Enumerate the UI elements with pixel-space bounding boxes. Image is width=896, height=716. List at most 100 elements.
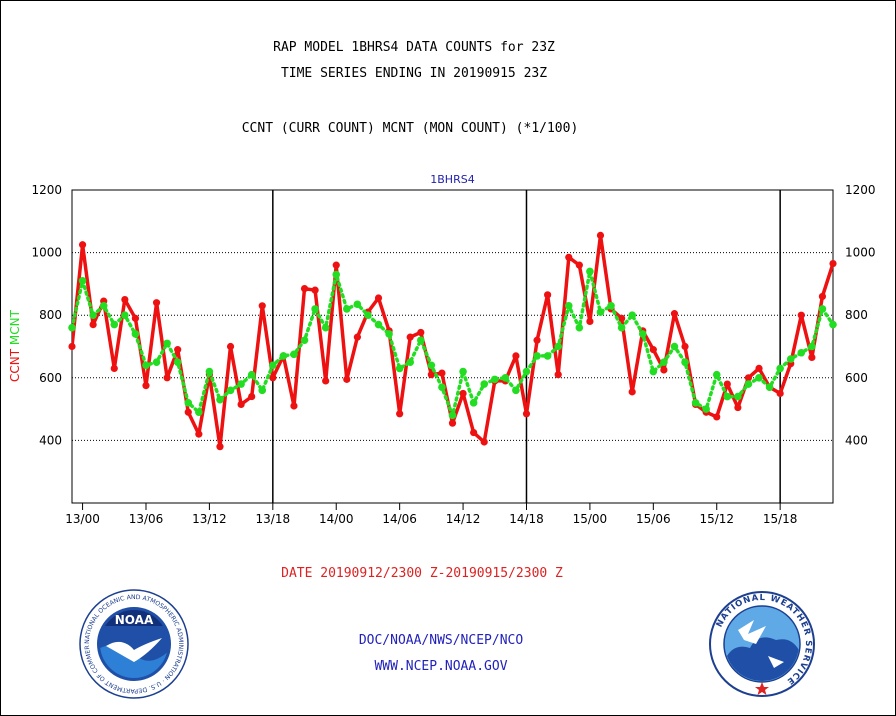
- data-point-mcnt: [480, 380, 489, 388]
- data-point-ccnt: [332, 261, 340, 269]
- data-point-ccnt: [628, 388, 636, 396]
- data-point-ccnt: [734, 403, 742, 412]
- data-point-mcnt: [406, 358, 415, 366]
- data-point-ccnt: [586, 317, 594, 326]
- data-point-ccnt: [237, 400, 245, 409]
- nws-logo: NATIONAL WEATHER SERVICE: [709, 591, 815, 697]
- data-point-mcnt: [554, 342, 562, 351]
- x-tick-label: 14/12: [446, 512, 481, 526]
- data-point-mcnt: [607, 302, 615, 310]
- y-tick-label-left: 400: [39, 433, 62, 447]
- data-point-mcnt: [195, 408, 203, 417]
- data-point-mcnt: [808, 342, 816, 351]
- x-tick-label: 14/06: [382, 512, 417, 526]
- x-tick-label: 13/06: [129, 512, 164, 526]
- data-point-ccnt: [512, 352, 520, 360]
- y-tick-label-left: 600: [39, 371, 62, 385]
- data-point-ccnt: [776, 389, 784, 398]
- data-point-mcnt: [649, 367, 658, 376]
- data-point-ccnt: [163, 374, 171, 382]
- data-point-mcnt: [258, 386, 267, 395]
- data-point-ccnt: [248, 392, 256, 401]
- data-point-ccnt: [744, 374, 753, 382]
- org-link[interactable]: DOC/NOAA/NWS/NCEP/NCO: [358, 633, 524, 648]
- data-point-mcnt: [300, 336, 309, 345]
- data-point-ccnt: [195, 430, 203, 438]
- data-point-mcnt: [522, 367, 531, 376]
- x-tick-label: 15/12: [699, 512, 734, 526]
- data-point-mcnt: [99, 302, 108, 310]
- data-point-ccnt: [554, 371, 562, 379]
- data-point-ccnt: [417, 328, 425, 337]
- data-point-ccnt: [470, 428, 478, 437]
- x-tick-label: 13/12: [192, 512, 227, 526]
- data-point-ccnt: [596, 231, 605, 239]
- data-point-ccnt: [681, 342, 689, 351]
- data-point-ccnt: [311, 286, 319, 294]
- data-point-ccnt: [670, 310, 679, 318]
- y-tick-label-right: 600: [845, 371, 868, 385]
- y-tick-label-right: 400: [845, 433, 868, 447]
- data-point-ccnt: [660, 366, 668, 374]
- data-point-ccnt: [142, 382, 150, 390]
- data-point-mcnt: [216, 395, 224, 404]
- website-link[interactable]: WWW.NCEP.NOAA.GOV: [374, 659, 508, 674]
- data-point-mcnt: [416, 336, 425, 345]
- data-point-mcnt: [184, 399, 193, 407]
- data-point-ccnt: [68, 342, 76, 351]
- data-point-ccnt: [226, 342, 235, 351]
- data-point-ccnt: [480, 438, 488, 446]
- data-point-ccnt: [713, 413, 721, 421]
- data-point-ccnt: [374, 294, 383, 302]
- data-point-mcnt: [660, 358, 668, 366]
- data-point-ccnt: [152, 299, 161, 307]
- chart-title-line2: TIME SERIES ENDING IN 20190915 23Z: [280, 66, 548, 81]
- data-point-mcnt: [173, 358, 182, 366]
- data-point-ccnt: [78, 241, 87, 249]
- data-point-mcnt: [829, 320, 837, 329]
- data-point-ccnt: [258, 302, 266, 310]
- data-point-ccnt: [618, 314, 626, 322]
- plot-frame: [71, 189, 834, 504]
- data-point-ccnt: [184, 408, 192, 416]
- data-point-mcnt: [163, 339, 171, 348]
- data-point-ccnt: [269, 374, 277, 382]
- data-point-mcnt: [142, 361, 150, 370]
- data-point-mcnt: [744, 380, 753, 388]
- data-point-ccnt: [755, 364, 763, 373]
- data-point-mcnt: [734, 392, 742, 401]
- data-point-mcnt: [110, 320, 119, 329]
- data-point-ccnt: [353, 333, 361, 341]
- data-point-ccnt: [216, 443, 224, 451]
- data-point-mcnt: [269, 361, 277, 370]
- data-point-mcnt: [121, 311, 129, 320]
- data-point-ccnt: [459, 389, 467, 398]
- data-point-ccnt: [427, 371, 435, 379]
- data-point-ccnt: [522, 410, 531, 418]
- data-point-ccnt: [575, 261, 583, 269]
- data-point-mcnt: [797, 348, 806, 357]
- chart-subtitle: CCNT (CURR COUNT) MCNT (MON COUNT) (*1/1…: [241, 121, 579, 136]
- y-tick-label-right: 800: [845, 308, 868, 322]
- data-point-ccnt: [343, 375, 351, 383]
- y-axis-label-mcnt: MCNT: [8, 309, 22, 345]
- data-point-ccnt: [818, 292, 827, 301]
- y-tick-label-right: 1000: [845, 246, 876, 260]
- data-point-ccnt: [797, 311, 805, 319]
- x-tick-label: 13/18: [256, 512, 291, 526]
- data-point-mcnt: [311, 305, 319, 313]
- x-tick-label: 15/06: [636, 512, 671, 526]
- data-point-ccnt: [110, 364, 118, 373]
- data-point-mcnt: [490, 375, 499, 384]
- data-point-mcnt: [131, 330, 140, 338]
- data-point-ccnt: [448, 419, 457, 427]
- data-point-mcnt: [638, 330, 647, 338]
- data-point-mcnt: [290, 350, 298, 359]
- data-point-mcnt: [765, 383, 774, 391]
- data-point-mcnt: [353, 300, 362, 309]
- data-point-mcnt: [691, 399, 700, 407]
- data-point-mcnt: [670, 342, 679, 351]
- data-point-ccnt: [89, 320, 97, 329]
- x-tick-label: 13/00: [65, 512, 100, 526]
- data-point-mcnt: [321, 323, 330, 332]
